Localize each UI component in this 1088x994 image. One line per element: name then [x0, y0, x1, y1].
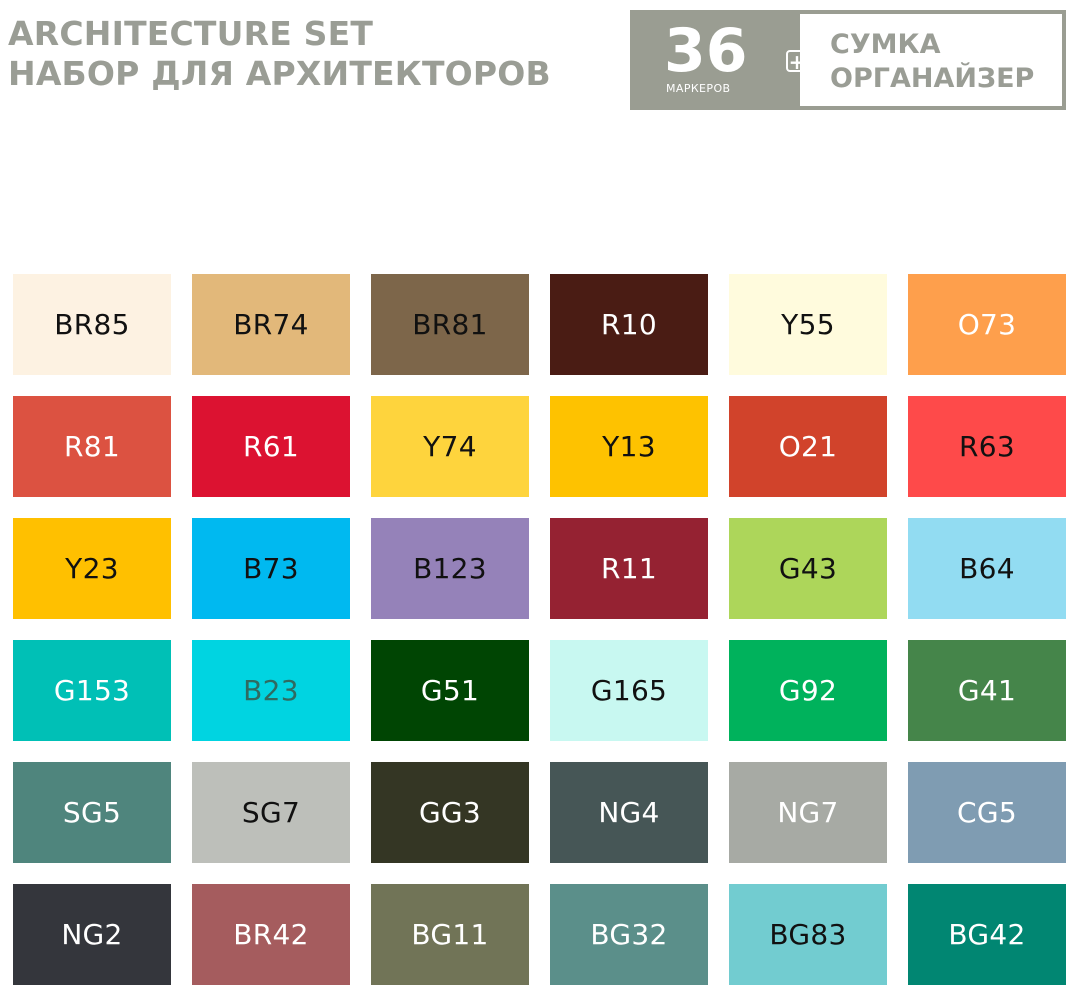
- color-swatch: BR85: [13, 274, 171, 375]
- bonus-line-2: ОРГАНАЙЗЕР: [830, 63, 1035, 94]
- color-swatch: G41: [908, 640, 1066, 741]
- bonus-box: СУМКА ОРГАНАЙЗЕР: [800, 14, 1062, 106]
- title-russian: НАБОР ДЛЯ АРХИТЕКТОРОВ: [8, 54, 551, 93]
- color-swatch: SG5: [13, 762, 171, 863]
- color-swatch: Y13: [550, 396, 708, 497]
- color-swatch: B123: [371, 518, 529, 619]
- color-swatch: CG5: [908, 762, 1066, 863]
- color-swatch: BR74: [192, 274, 350, 375]
- bonus-line-1: СУМКА: [830, 29, 941, 60]
- color-swatch: R10: [550, 274, 708, 375]
- color-swatch: GG3: [371, 762, 529, 863]
- color-swatch: R81: [13, 396, 171, 497]
- color-swatch-grid: BR85 BR74 BR81 R10 Y55 O73 R81 R61 Y74 Y13 O21 R63 Y…: [13, 274, 1066, 985]
- color-swatch: SG7: [192, 762, 350, 863]
- color-swatch: Y55: [729, 274, 887, 375]
- color-swatch: R61: [192, 396, 350, 497]
- marker-count: 36: [664, 16, 748, 86]
- color-swatch: BR81: [371, 274, 529, 375]
- color-swatch: NG4: [550, 762, 708, 863]
- color-swatch: NG2: [13, 884, 171, 985]
- color-swatch: G165: [550, 640, 708, 741]
- plus-icon: +: [786, 50, 808, 73]
- color-swatch: G92: [729, 640, 887, 741]
- marker-count-badge: 36 маркеров СУМКА ОРГАНАЙЗЕР +: [630, 10, 1066, 110]
- color-swatch: B73: [192, 518, 350, 619]
- color-swatch: O21: [729, 396, 887, 497]
- color-swatch: B64: [908, 518, 1066, 619]
- color-swatch: O73: [908, 274, 1066, 375]
- color-swatch: B23: [192, 640, 350, 741]
- title-block: ARCHITECTURE SET НАБОР ДЛЯ АРХИТЕКТОРОВ: [8, 14, 618, 94]
- bonus-text: СУМКА ОРГАНАЙЗЕР: [830, 28, 1034, 96]
- color-swatch: BG32: [550, 884, 708, 985]
- marker-count-label: маркеров: [666, 82, 731, 95]
- color-swatch: BG11: [371, 884, 529, 985]
- color-swatch: G43: [729, 518, 887, 619]
- color-swatch: NG7: [729, 762, 887, 863]
- color-swatch: R63: [908, 396, 1066, 497]
- color-swatch: Y74: [371, 396, 529, 497]
- color-swatch: BR42: [192, 884, 350, 985]
- color-swatch: BG42: [908, 884, 1066, 985]
- color-swatch: Y23: [13, 518, 171, 619]
- color-swatch: BG83: [729, 884, 887, 985]
- color-swatch: G153: [13, 640, 171, 741]
- color-swatch: R11: [550, 518, 708, 619]
- title-english: ARCHITECTURE SET: [8, 14, 374, 53]
- color-swatch: G51: [371, 640, 529, 741]
